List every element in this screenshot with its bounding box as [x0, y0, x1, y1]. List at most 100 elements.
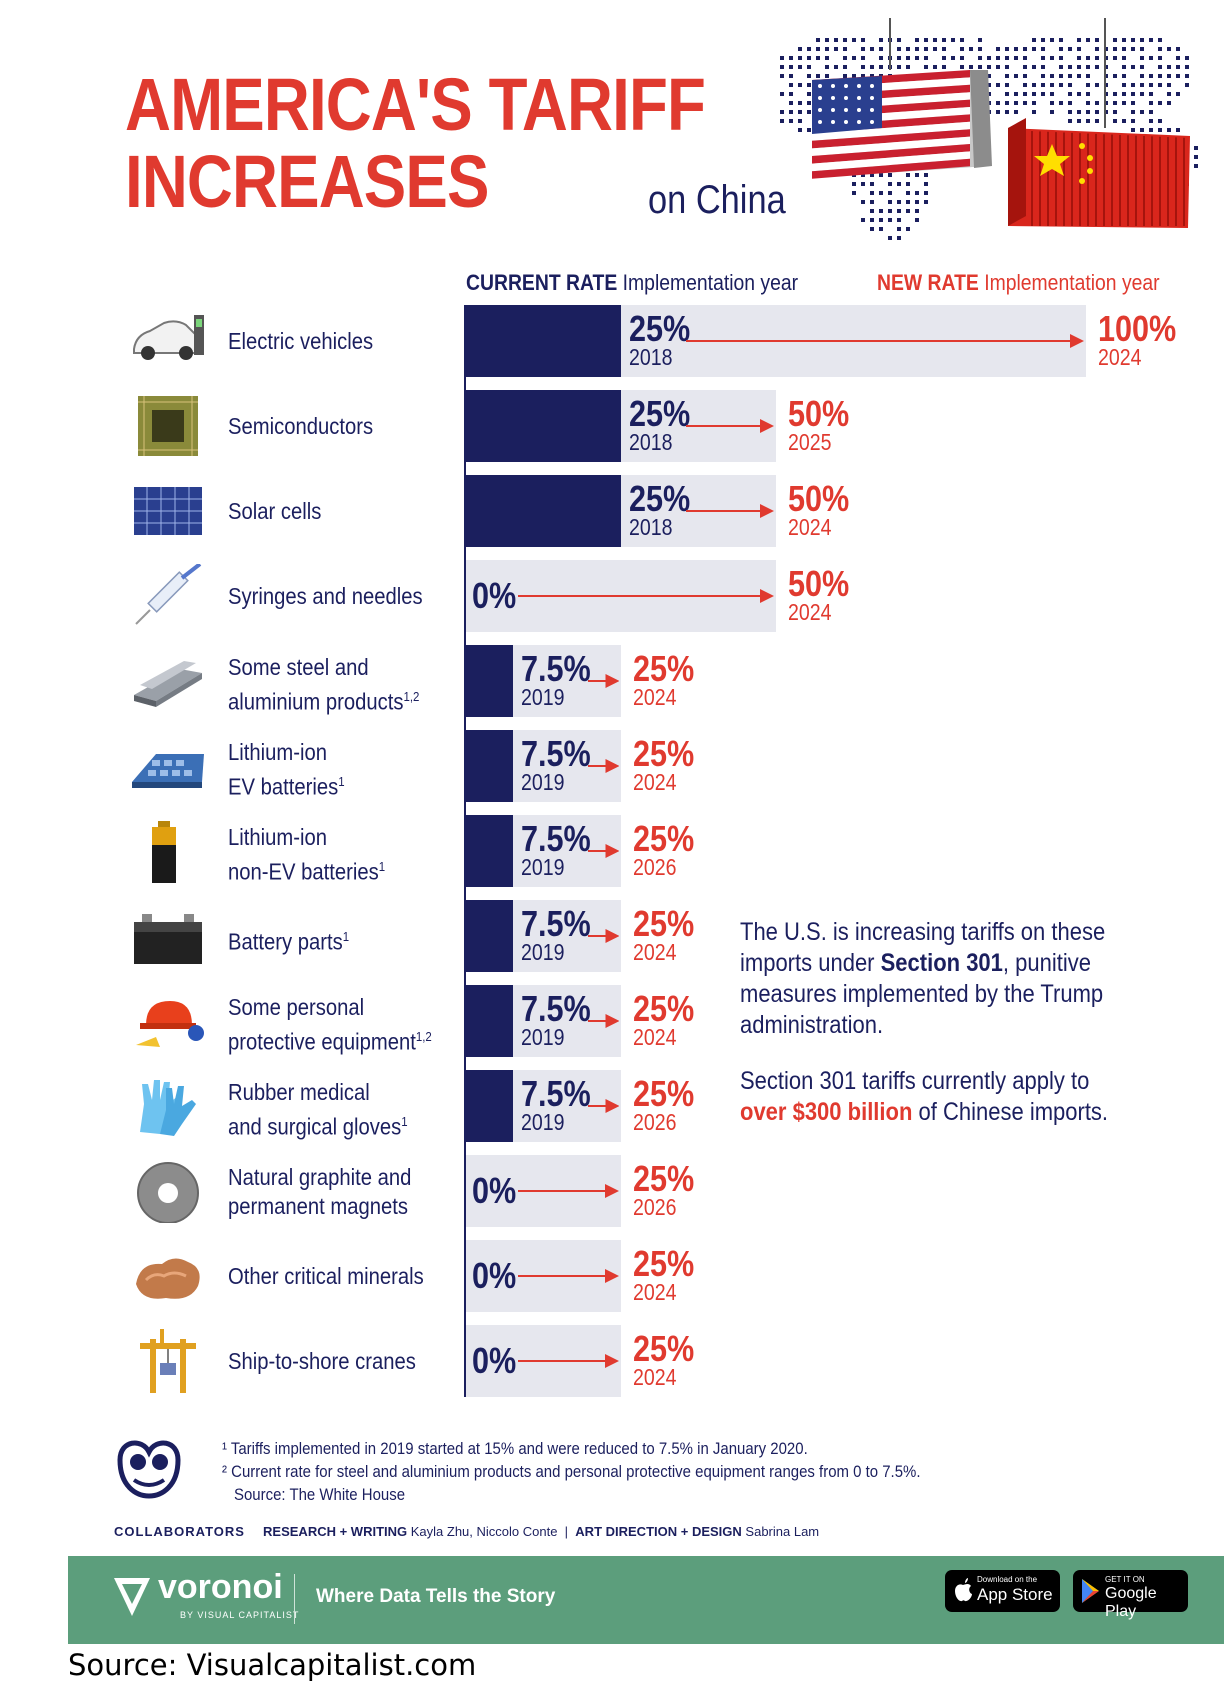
ev-battery-pack-icon [132, 754, 204, 788]
new-rate-value: 50% [788, 478, 850, 519]
app-store-button[interactable]: Download on the App Store [945, 1570, 1060, 1612]
new-rate-value: 25% [633, 1243, 695, 1284]
category-label-line1: Some personal [228, 994, 365, 1020]
new-rate-year: 2024 [633, 684, 677, 710]
category-label-line2: and surgical gloves1 [228, 1113, 408, 1140]
current-rate-value: 7.5% [520, 648, 591, 689]
category-label-line1: Rubber medical [228, 1079, 370, 1105]
title-line-1: AMERICA'S TARIFF [125, 63, 706, 146]
google-play-button[interactable]: GET IT ON Google Play [1073, 1570, 1188, 1620]
category-label: Semiconductors [228, 413, 374, 439]
current-rate-bar [466, 475, 621, 547]
current-rate-value: 0% [472, 1255, 517, 1296]
new-rate-value: 25% [633, 1328, 695, 1369]
current-rate-value: 7.5% [520, 818, 591, 859]
rate-change-arrow [518, 1184, 619, 1198]
trade-containers-illustration [780, 18, 1198, 240]
new-rate-header: NEW RATE Implementation year [877, 270, 1160, 295]
electric-car-icon [133, 315, 204, 360]
new-rate-year: 2024 [1098, 344, 1142, 370]
current-rate-value: 0% [472, 1340, 517, 1381]
current-rate-bar [466, 815, 513, 887]
current-rate-year: 2019 [520, 684, 564, 710]
current-rate-value: 0% [472, 575, 517, 616]
new-rate-year: 2024 [633, 1364, 677, 1390]
category-label-line2: EV batteries1 [228, 773, 345, 800]
imports-value-note: Section 301 tariffs currently apply to o… [740, 1067, 1109, 1126]
current-rate-year: 2019 [520, 1024, 564, 1050]
new-rate-value: 25% [633, 1073, 695, 1114]
magnet-ring-icon [137, 1162, 199, 1223]
current-rate-value: 7.5% [520, 988, 591, 1029]
bar-axis-line [464, 305, 466, 1397]
current-rate-value: 25% [629, 393, 691, 434]
new-rate-year: 2026 [633, 854, 677, 880]
current-rate-value: 7.5% [520, 733, 591, 774]
new-rate-year: 2026 [633, 1109, 677, 1135]
new-rate-value: 25% [633, 988, 695, 1029]
footnote-2: ² Current rate for steel and aluminium p… [222, 1462, 921, 1481]
rate-change-arrow [518, 1269, 619, 1283]
aa-battery-icon [152, 821, 176, 883]
current-rate-bar [466, 730, 513, 802]
category-label: Other critical minerals [228, 1263, 424, 1289]
current-rate-year: 2018 [629, 429, 673, 455]
rate-change-arrow [587, 844, 619, 858]
syringe-icon [135, 564, 202, 625]
current-rate-bar [466, 1070, 513, 1142]
current-rate-year: 2018 [629, 344, 673, 370]
hard-hat-icon [136, 1001, 204, 1047]
new-rate-value: 25% [633, 818, 695, 859]
current-rate-value: 7.5% [520, 1073, 591, 1114]
rate-change-arrow [686, 504, 774, 518]
footnote-source: Source: The White House [234, 1485, 406, 1504]
mineral-rock-icon [136, 1258, 200, 1299]
rate-change-arrow [587, 759, 619, 773]
rate-change-arrow [587, 1099, 619, 1113]
voronoi-logo-icon [114, 1578, 150, 1616]
section-301-note: The U.S. is increasing tariffs on these … [740, 918, 1106, 1039]
current-rate-bar [466, 645, 513, 717]
category-label: Syringes and needles [228, 583, 423, 609]
category-label: Solar cells [228, 498, 322, 524]
new-rate-year: 2026 [633, 1194, 677, 1220]
category-label-line2: aluminium products1,2 [228, 688, 420, 715]
new-rate-year: 2024 [633, 939, 677, 965]
rate-change-arrow [518, 1354, 619, 1368]
crane-icon [140, 1329, 196, 1393]
china-flag-container [1008, 18, 1190, 228]
category-label-line1: Lithium-ion [228, 739, 327, 765]
rate-change-arrow [518, 589, 774, 603]
current-rate-bar [466, 390, 621, 462]
new-rate-value: 50% [788, 563, 850, 604]
category-label-line2: protective equipment1,2 [228, 1028, 432, 1055]
new-rate-value: 25% [633, 903, 695, 944]
category-label: Ship-to-shore cranes [228, 1348, 416, 1374]
category-label-line2: permanent magnets [228, 1193, 409, 1219]
new-rate-value: 100% [1098, 308, 1177, 349]
brand-subtitle: BY VISUAL CAPITALIST [180, 1610, 300, 1620]
new-rate-year: 2024 [633, 1279, 677, 1305]
new-rate-year: 2024 [633, 1024, 677, 1050]
current-rate-year: 2019 [520, 769, 564, 795]
current-rate-bar [466, 900, 513, 972]
current-rate-value: 7.5% [520, 903, 591, 944]
current-rate-value: 25% [629, 308, 691, 349]
us-flag-container [812, 18, 992, 179]
footnote-1: ¹ Tariffs implemented in 2019 started at… [222, 1439, 808, 1458]
current-rate-value: 0% [472, 1170, 517, 1211]
new-rate-year: 2024 [788, 514, 832, 540]
category-label-line1: Natural graphite and [228, 1164, 412, 1190]
current-rate-year: 2019 [520, 939, 564, 965]
current-rate-year: 2019 [520, 854, 564, 880]
car-battery-icon [134, 914, 202, 964]
voronoi-brand: voronoi [158, 1568, 283, 1606]
subtitle: on China [648, 178, 786, 222]
current-rate-bar [466, 985, 513, 1057]
apple-icon [955, 1578, 972, 1602]
new-rate-value: 25% [633, 1158, 695, 1199]
current-rate-header: CURRENT RATE Implementation year [466, 270, 799, 295]
category-label: Electric vehicles [228, 328, 374, 354]
banner-divider [294, 1574, 295, 1624]
current-rate-bar [466, 305, 621, 377]
